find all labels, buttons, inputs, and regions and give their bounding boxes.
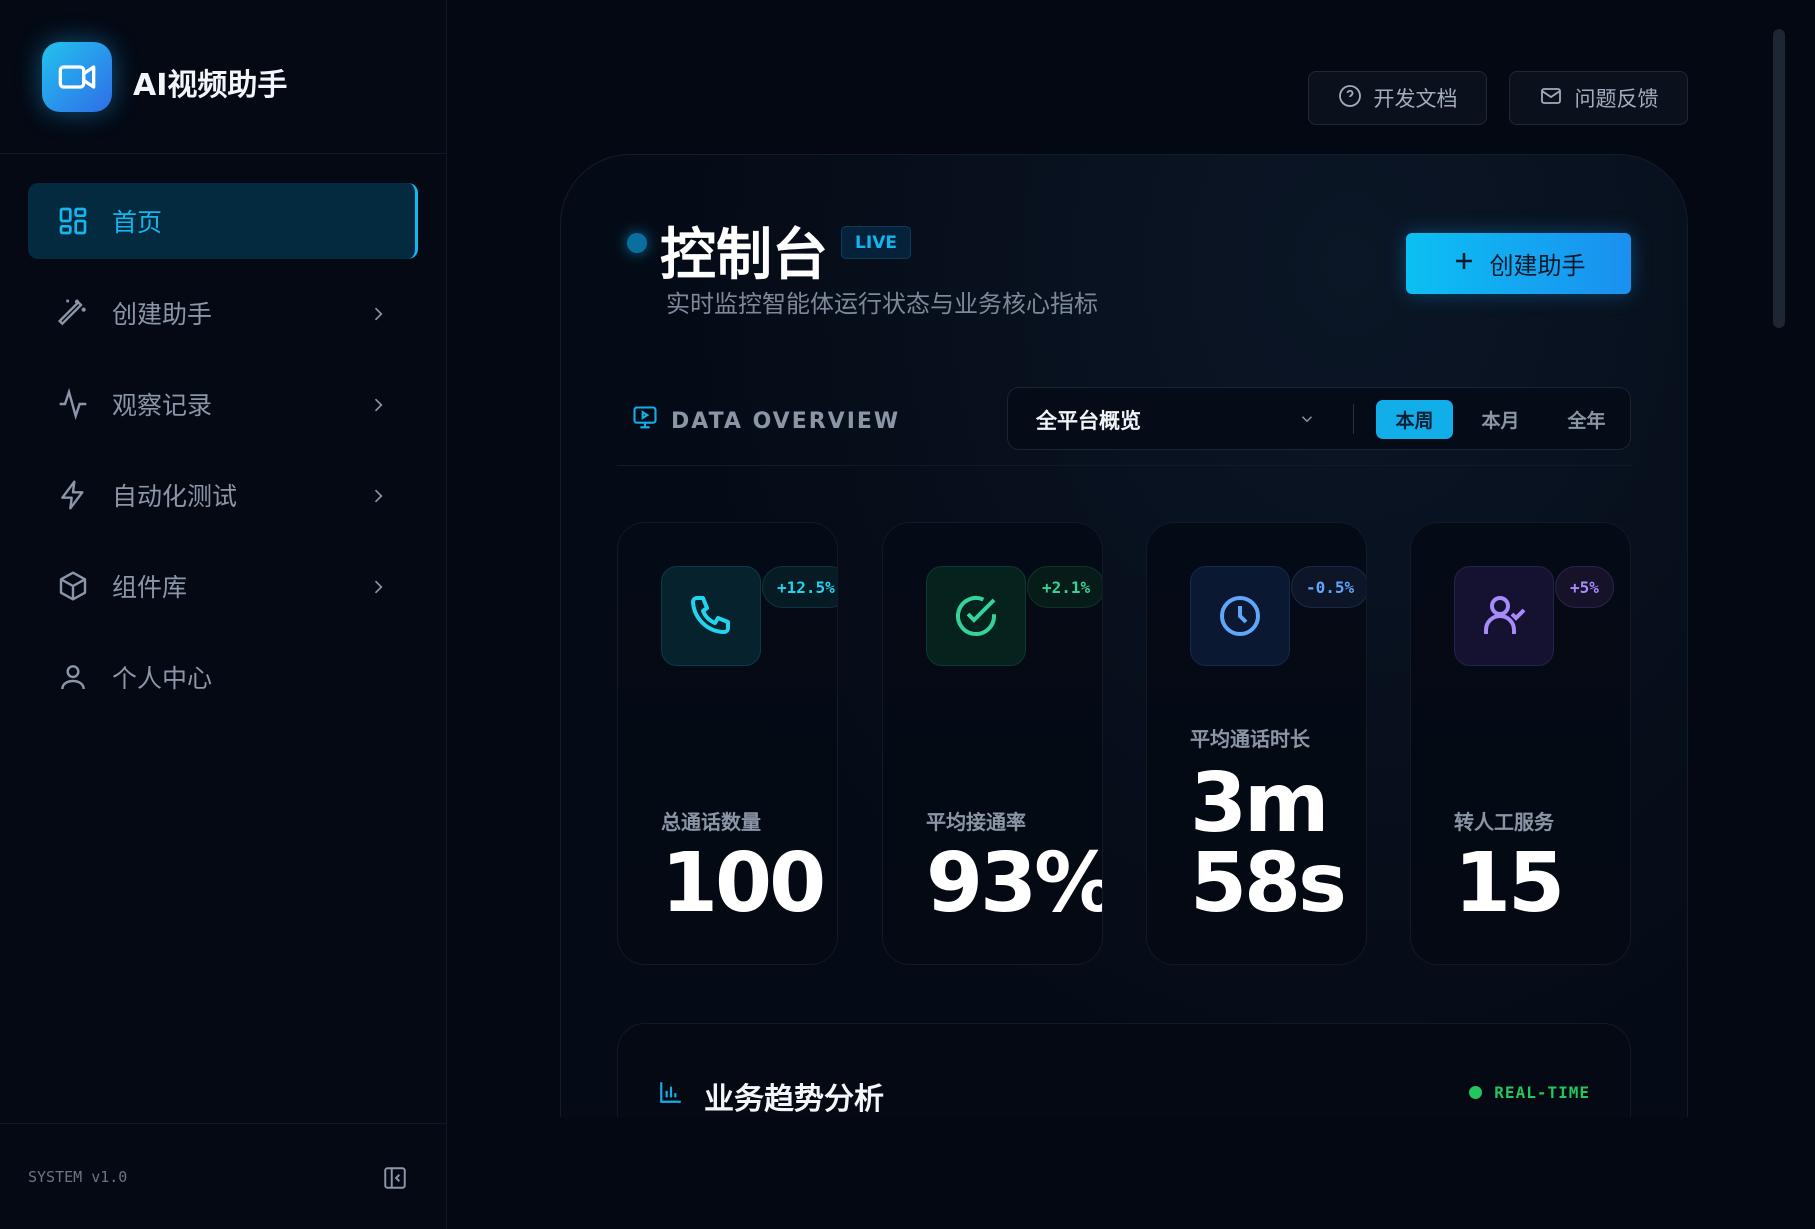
monitor-play-icon (631, 404, 659, 438)
sidebar: AI视频助手 首页 创建助手 观察记录 自动化测试 组件库 个人中心 SYSTE… (0, 0, 447, 1229)
stat-value: 93% (926, 836, 1103, 931)
status-dot (627, 233, 647, 253)
sidebar-item-label: 创建助手 (112, 300, 213, 329)
stat-card-answer-rate: +2.1% 平均接通率 93% (882, 522, 1103, 965)
stat-value-minutes: 3m (1190, 756, 1329, 851)
magic-wand-icon (56, 296, 90, 330)
trend-title: 业务趋势分析 (704, 1082, 884, 1117)
sidebar-item-label: 组件库 (112, 573, 188, 602)
activity-icon (56, 387, 90, 421)
data-overview-heading: DATA OVERVIEW (631, 404, 900, 438)
docs-button[interactable]: 开发文档 (1308, 71, 1487, 125)
stat-value-seconds: 58s (1190, 836, 1347, 931)
feedback-button[interactable]: 问题反馈 (1509, 71, 1688, 125)
period-year-tab[interactable]: 全年 (1567, 410, 1606, 432)
sidebar-item-records[interactable]: 观察记录 (28, 366, 418, 442)
stat-label: 总通话数量 (661, 810, 761, 834)
stat-value: 15 (1454, 836, 1565, 931)
app-title: AI视频助手 (133, 68, 288, 103)
bar-chart-icon (658, 1079, 684, 1109)
stat-value: 100 (661, 836, 826, 931)
sidebar-footer: SYSTEM v1.0 (0, 1123, 446, 1229)
trend-analysis-card: 业务趋势分析 REAL-TIME (617, 1023, 1631, 1117)
sidebar-item-create-assistant[interactable]: 创建助手 (28, 275, 418, 351)
user-check-icon (1454, 566, 1554, 666)
realtime-indicator: REAL-TIME (1469, 1083, 1590, 1102)
sidebar-item-label: 观察记录 (112, 391, 213, 420)
main-scroll-area: 控制台 LIVE 实时监控智能体运行状态与业务核心指标 创建助手 DATA OV… (447, 0, 1767, 1117)
create-assistant-button[interactable]: 创建助手 (1406, 233, 1631, 294)
page-title: 控制台 (660, 223, 828, 288)
change-badge: -0.5% (1291, 566, 1366, 608)
stat-label: 平均接通率 (926, 810, 1026, 834)
lightning-icon (56, 478, 90, 512)
realtime-label: REAL-TIME (1494, 1083, 1590, 1102)
mail-icon (1539, 84, 1563, 113)
stat-card-total-calls: +12.5% 总通话数量 100 (617, 522, 838, 965)
sidebar-item-components[interactable]: 组件库 (28, 548, 418, 624)
grid-icon (56, 204, 90, 238)
stat-label: 转人工服务 (1454, 810, 1554, 834)
change-badge: +2.1% (1027, 566, 1102, 608)
sidebar-item-label: 自动化测试 (112, 482, 238, 511)
filter-bar: 全平台概览 本周 本月 全年 (1007, 387, 1631, 450)
period-month-tab[interactable]: 本月 (1481, 410, 1520, 432)
create-label: 创建助手 (1489, 252, 1586, 280)
feedback-label: 问题反馈 (1574, 87, 1659, 111)
user-icon (56, 660, 90, 694)
chevron-right-icon (368, 483, 388, 512)
help-circle-icon (1338, 84, 1362, 113)
chevron-right-icon (368, 574, 388, 603)
sidebar-item-label: 首页 (112, 208, 163, 237)
scope-select[interactable]: 全平台概览 (1036, 409, 1141, 433)
chevron-right-icon (368, 301, 388, 330)
sidebar-item-automation-test[interactable]: 自动化测试 (28, 457, 418, 533)
divider (1353, 404, 1354, 434)
chevron-down-icon[interactable] (1298, 410, 1316, 432)
video-camera-icon (42, 42, 112, 112)
period-week-tab[interactable]: 本周 (1376, 400, 1453, 439)
divider (617, 465, 1631, 466)
docs-label: 开发文档 (1373, 87, 1458, 111)
status-dot (1469, 1086, 1483, 1099)
change-badge: +12.5% (762, 566, 837, 608)
check-circle-icon (926, 566, 1026, 666)
stat-label: 平均通话时长 (1190, 727, 1310, 751)
data-overview-label: DATA OVERVIEW (671, 408, 901, 434)
stat-card-avg-duration: -0.5% 平均通话时长 3m 58s (1146, 522, 1367, 965)
version-label: SYSTEM v1.0 (28, 1168, 128, 1186)
phone-icon (661, 566, 761, 666)
plus-icon (1452, 249, 1476, 279)
brand: AI视频助手 (0, 0, 446, 154)
scrollbar[interactable] (1773, 29, 1785, 328)
chevron-right-icon (368, 392, 388, 421)
cube-icon (56, 569, 90, 603)
stat-card-human-transfer: +5% 转人工服务 15 (1410, 522, 1631, 965)
live-badge: LIVE (841, 226, 911, 259)
sidebar-item-profile[interactable]: 个人中心 (28, 639, 418, 715)
change-badge: +5% (1555, 566, 1614, 608)
sidebar-item-label: 个人中心 (112, 664, 213, 693)
sidebar-item-home[interactable]: 首页 (28, 183, 418, 259)
page-subtitle: 实时监控智能体运行状态与业务核心指标 (666, 290, 1098, 318)
clock-icon (1190, 566, 1290, 666)
collapse-sidebar-icon[interactable] (382, 1165, 408, 1195)
